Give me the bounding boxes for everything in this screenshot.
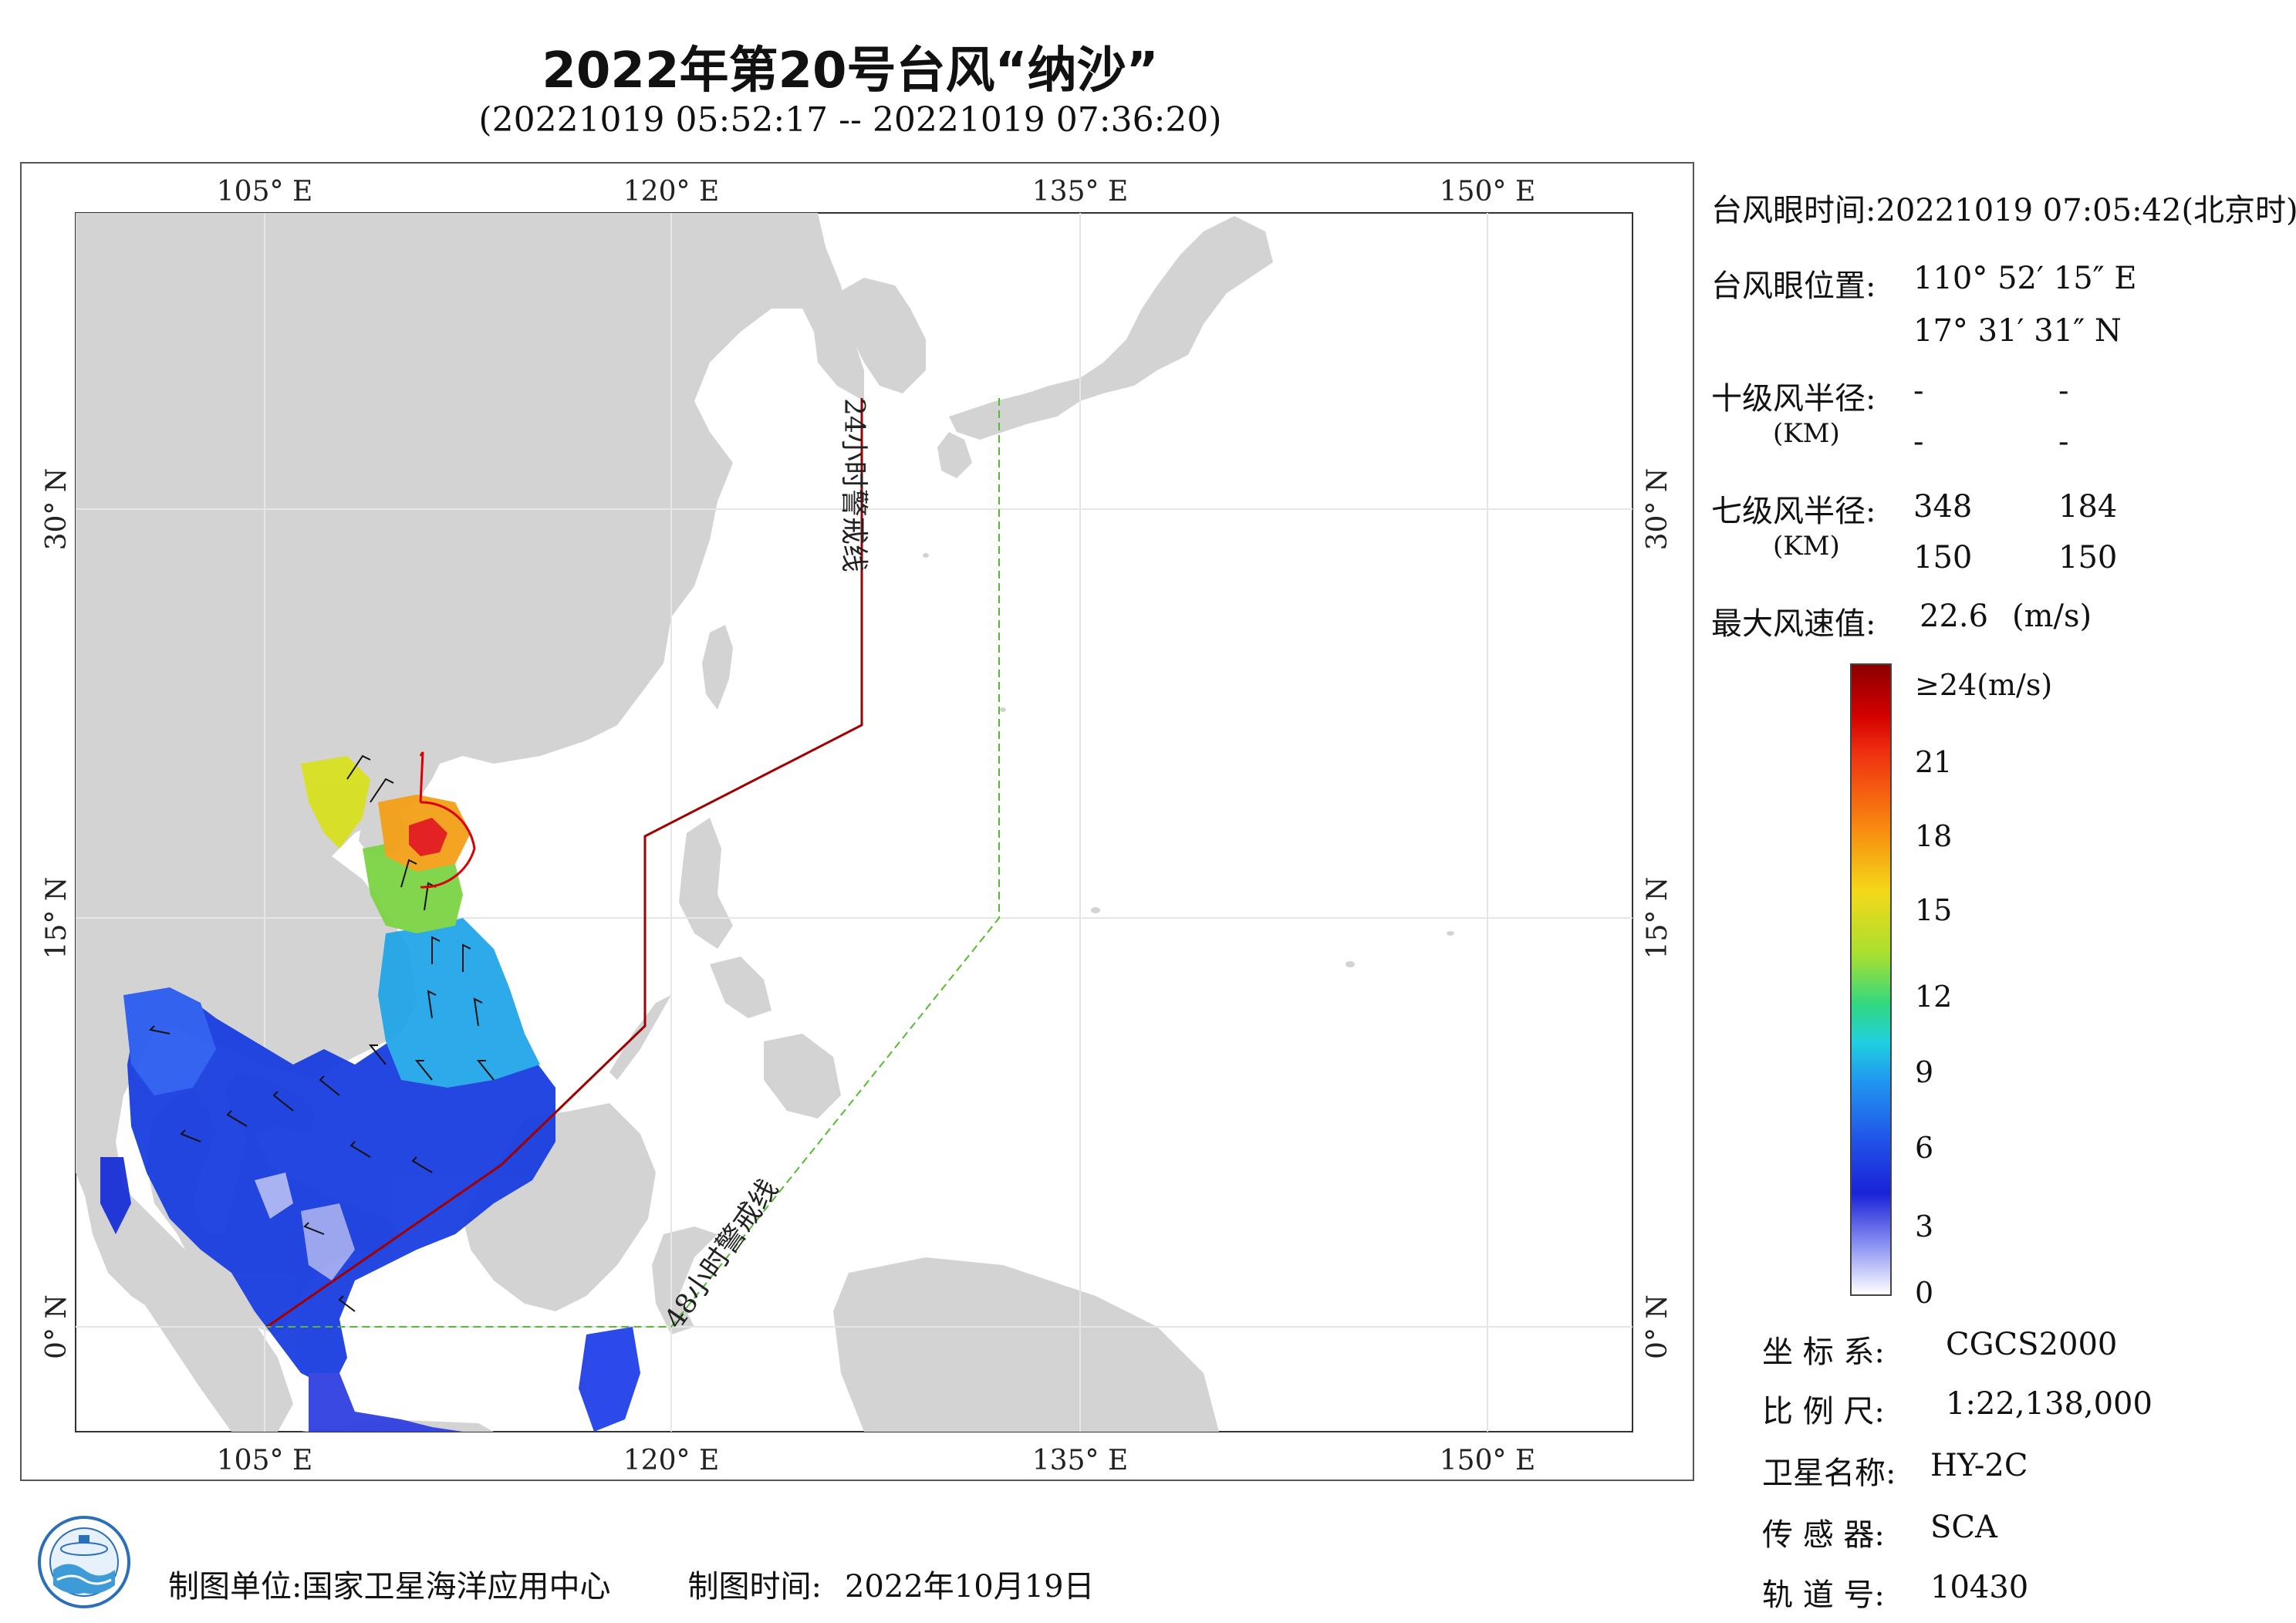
wind-field-south bbox=[127, 995, 555, 1388]
maxwind-value: 22.6 bbox=[1920, 599, 1989, 634]
typhoon-radius-arc bbox=[420, 801, 476, 889]
right-lat-label: 0° N bbox=[1642, 1294, 1673, 1359]
time-range-subtitle: (20221019 05:52:17 -- 20221019 07:36:20) bbox=[478, 100, 1222, 140]
r7-value: 150 bbox=[1913, 540, 1973, 575]
crs-value: CGCS2000 bbox=[1946, 1327, 2118, 1362]
left-lat-label: 30° N bbox=[41, 468, 73, 551]
sulawesi bbox=[652, 1227, 718, 1335]
right-lat-label: 15° N bbox=[1642, 877, 1673, 960]
satellite-label: 卫星名称: bbox=[1762, 1456, 1896, 1491]
colorbar-tick: 9 bbox=[1915, 1055, 1934, 1089]
top-lon-label: 105° E bbox=[217, 176, 312, 208]
wind-field-tonkin bbox=[301, 756, 370, 849]
colorbar-tick: 6 bbox=[1915, 1131, 1934, 1165]
producer-label: 制图单位: bbox=[168, 1569, 302, 1604]
wind-field-central bbox=[378, 918, 540, 1088]
warning-line-48h bbox=[267, 398, 1000, 1328]
production-time-label: 制图时间: bbox=[687, 1569, 822, 1604]
colorbar-tick: 15 bbox=[1915, 893, 1953, 927]
map-title: 2022年第20号台风“纳沙” bbox=[542, 42, 1159, 100]
map-frame bbox=[20, 162, 1694, 1481]
crs-label: 坐 标 系: bbox=[1762, 1335, 1885, 1370]
eye-pos-label: 台风眼位置: bbox=[1711, 268, 1876, 304]
colorbar-tick: 3 bbox=[1915, 1210, 1934, 1243]
bottom-lon-label: 120° E bbox=[623, 1445, 719, 1476]
wind-field-java-sea bbox=[309, 1373, 463, 1432]
orbit-value: 10430 bbox=[1930, 1570, 2029, 1605]
wind-barbs bbox=[148, 754, 495, 1312]
sensor-value: SCA bbox=[1930, 1510, 1997, 1545]
r7-unit: (KM) bbox=[1773, 531, 1840, 562]
r10-value: - bbox=[1913, 424, 1924, 460]
wind-field-light-patch-2 bbox=[255, 1173, 293, 1219]
orbit-label: 轨 道 号: bbox=[1762, 1577, 1885, 1613]
r7-value: 184 bbox=[2058, 489, 2118, 525]
r10-label: 十级风半径: bbox=[1711, 381, 1876, 417]
r7-value: 150 bbox=[2058, 540, 2118, 575]
eye-lon-value: 110° 52′ 15″ E bbox=[1913, 261, 2137, 296]
production-time-value: 2022年10月19日 bbox=[844, 1569, 1095, 1604]
palawan bbox=[609, 995, 671, 1080]
scale-value: 1:22,138,000 bbox=[1946, 1386, 2152, 1422]
maxwind-unit: (m/s) bbox=[2012, 599, 2092, 634]
satellite-value: HY-2C bbox=[1930, 1448, 2028, 1483]
r10-unit: (KM) bbox=[1773, 418, 1840, 449]
sensor-label: 传 感 器: bbox=[1762, 1517, 1885, 1553]
mindanao bbox=[764, 1034, 841, 1119]
warning-label-24h: 24小时警戒线 bbox=[838, 398, 869, 572]
wind-field-light-patch bbox=[301, 1203, 355, 1281]
colorbar-tick: 12 bbox=[1915, 980, 1953, 1014]
kyushu bbox=[937, 432, 972, 478]
typhoon-radius-arc-inner bbox=[419, 751, 424, 803]
map-canvas[interactable]: 24小时警戒线 48小时警戒线 105° E 120° E 135° E 150… bbox=[0, 0, 1705, 1489]
eye-time-value: 20221019 07:05:42(北京时) bbox=[1876, 193, 2296, 228]
eye-lat-value: 17° 31′ 31″ N bbox=[1913, 313, 2122, 349]
taiwan bbox=[702, 625, 733, 710]
colorbar-tick: 0 bbox=[1915, 1276, 1934, 1310]
wind-field-strait bbox=[100, 1157, 131, 1234]
r7-value: 348 bbox=[1913, 489, 1973, 525]
sumatra bbox=[100, 1188, 293, 1432]
right-lat-label: 30° N bbox=[1642, 468, 1673, 551]
top-lon-label: 135° E bbox=[1032, 176, 1128, 208]
left-lat-label: 0° N bbox=[41, 1294, 73, 1359]
warning-line-24h bbox=[266, 398, 863, 1328]
r10-value: - bbox=[1913, 373, 1924, 409]
colorbar-tick: 18 bbox=[1915, 819, 1953, 853]
left-lat-label: 15° N bbox=[41, 877, 73, 960]
visayas bbox=[710, 957, 772, 1018]
footer: 制图单位:国家卫星海洋应用中心 制图时间: 2022年10月19日 bbox=[168, 1561, 1095, 1606]
japan-islands bbox=[949, 216, 1273, 440]
axis-labels: 105° E 120° E 135° E 150° E 105° E 120° … bbox=[41, 176, 1673, 1476]
luzon bbox=[679, 818, 733, 949]
wind-field-makassar bbox=[579, 1327, 640, 1432]
eye-time-row: 台风眼时间:20221019 07:05:42(北京时) bbox=[1711, 185, 2296, 230]
maxwind-label: 最大风速值: bbox=[1711, 606, 1876, 642]
r10-value: - bbox=[2058, 424, 2069, 460]
top-lon-label: 120° E bbox=[623, 176, 719, 208]
wind-field bbox=[100, 756, 640, 1432]
wind-field-eye bbox=[409, 818, 447, 856]
wind-speed-colorbar bbox=[1850, 663, 1892, 1296]
r7-label: 七级风半径: bbox=[1711, 494, 1876, 529]
bottom-lon-label: 135° E bbox=[1032, 1445, 1128, 1476]
producer-value: 国家卫星海洋应用中心 bbox=[302, 1569, 611, 1604]
r10-value: - bbox=[2058, 373, 2069, 409]
new-guinea bbox=[833, 1257, 1219, 1432]
wind-field-thailand-gulf bbox=[123, 987, 216, 1095]
bottom-lon-label: 105° E bbox=[217, 1445, 312, 1476]
colorbar-top-label: ≥24(m/s) bbox=[1915, 668, 2053, 702]
eye-time-label: 台风眼时间: bbox=[1711, 193, 1876, 228]
nsoas-logo-icon bbox=[38, 1516, 130, 1608]
top-lon-label: 150° E bbox=[1440, 176, 1535, 208]
korean-peninsula bbox=[837, 278, 926, 393]
scale-label: 比 例 尺: bbox=[1762, 1394, 1885, 1429]
colorbar-tick: 21 bbox=[1915, 745, 1953, 779]
bottom-lon-label: 150° E bbox=[1440, 1445, 1535, 1476]
